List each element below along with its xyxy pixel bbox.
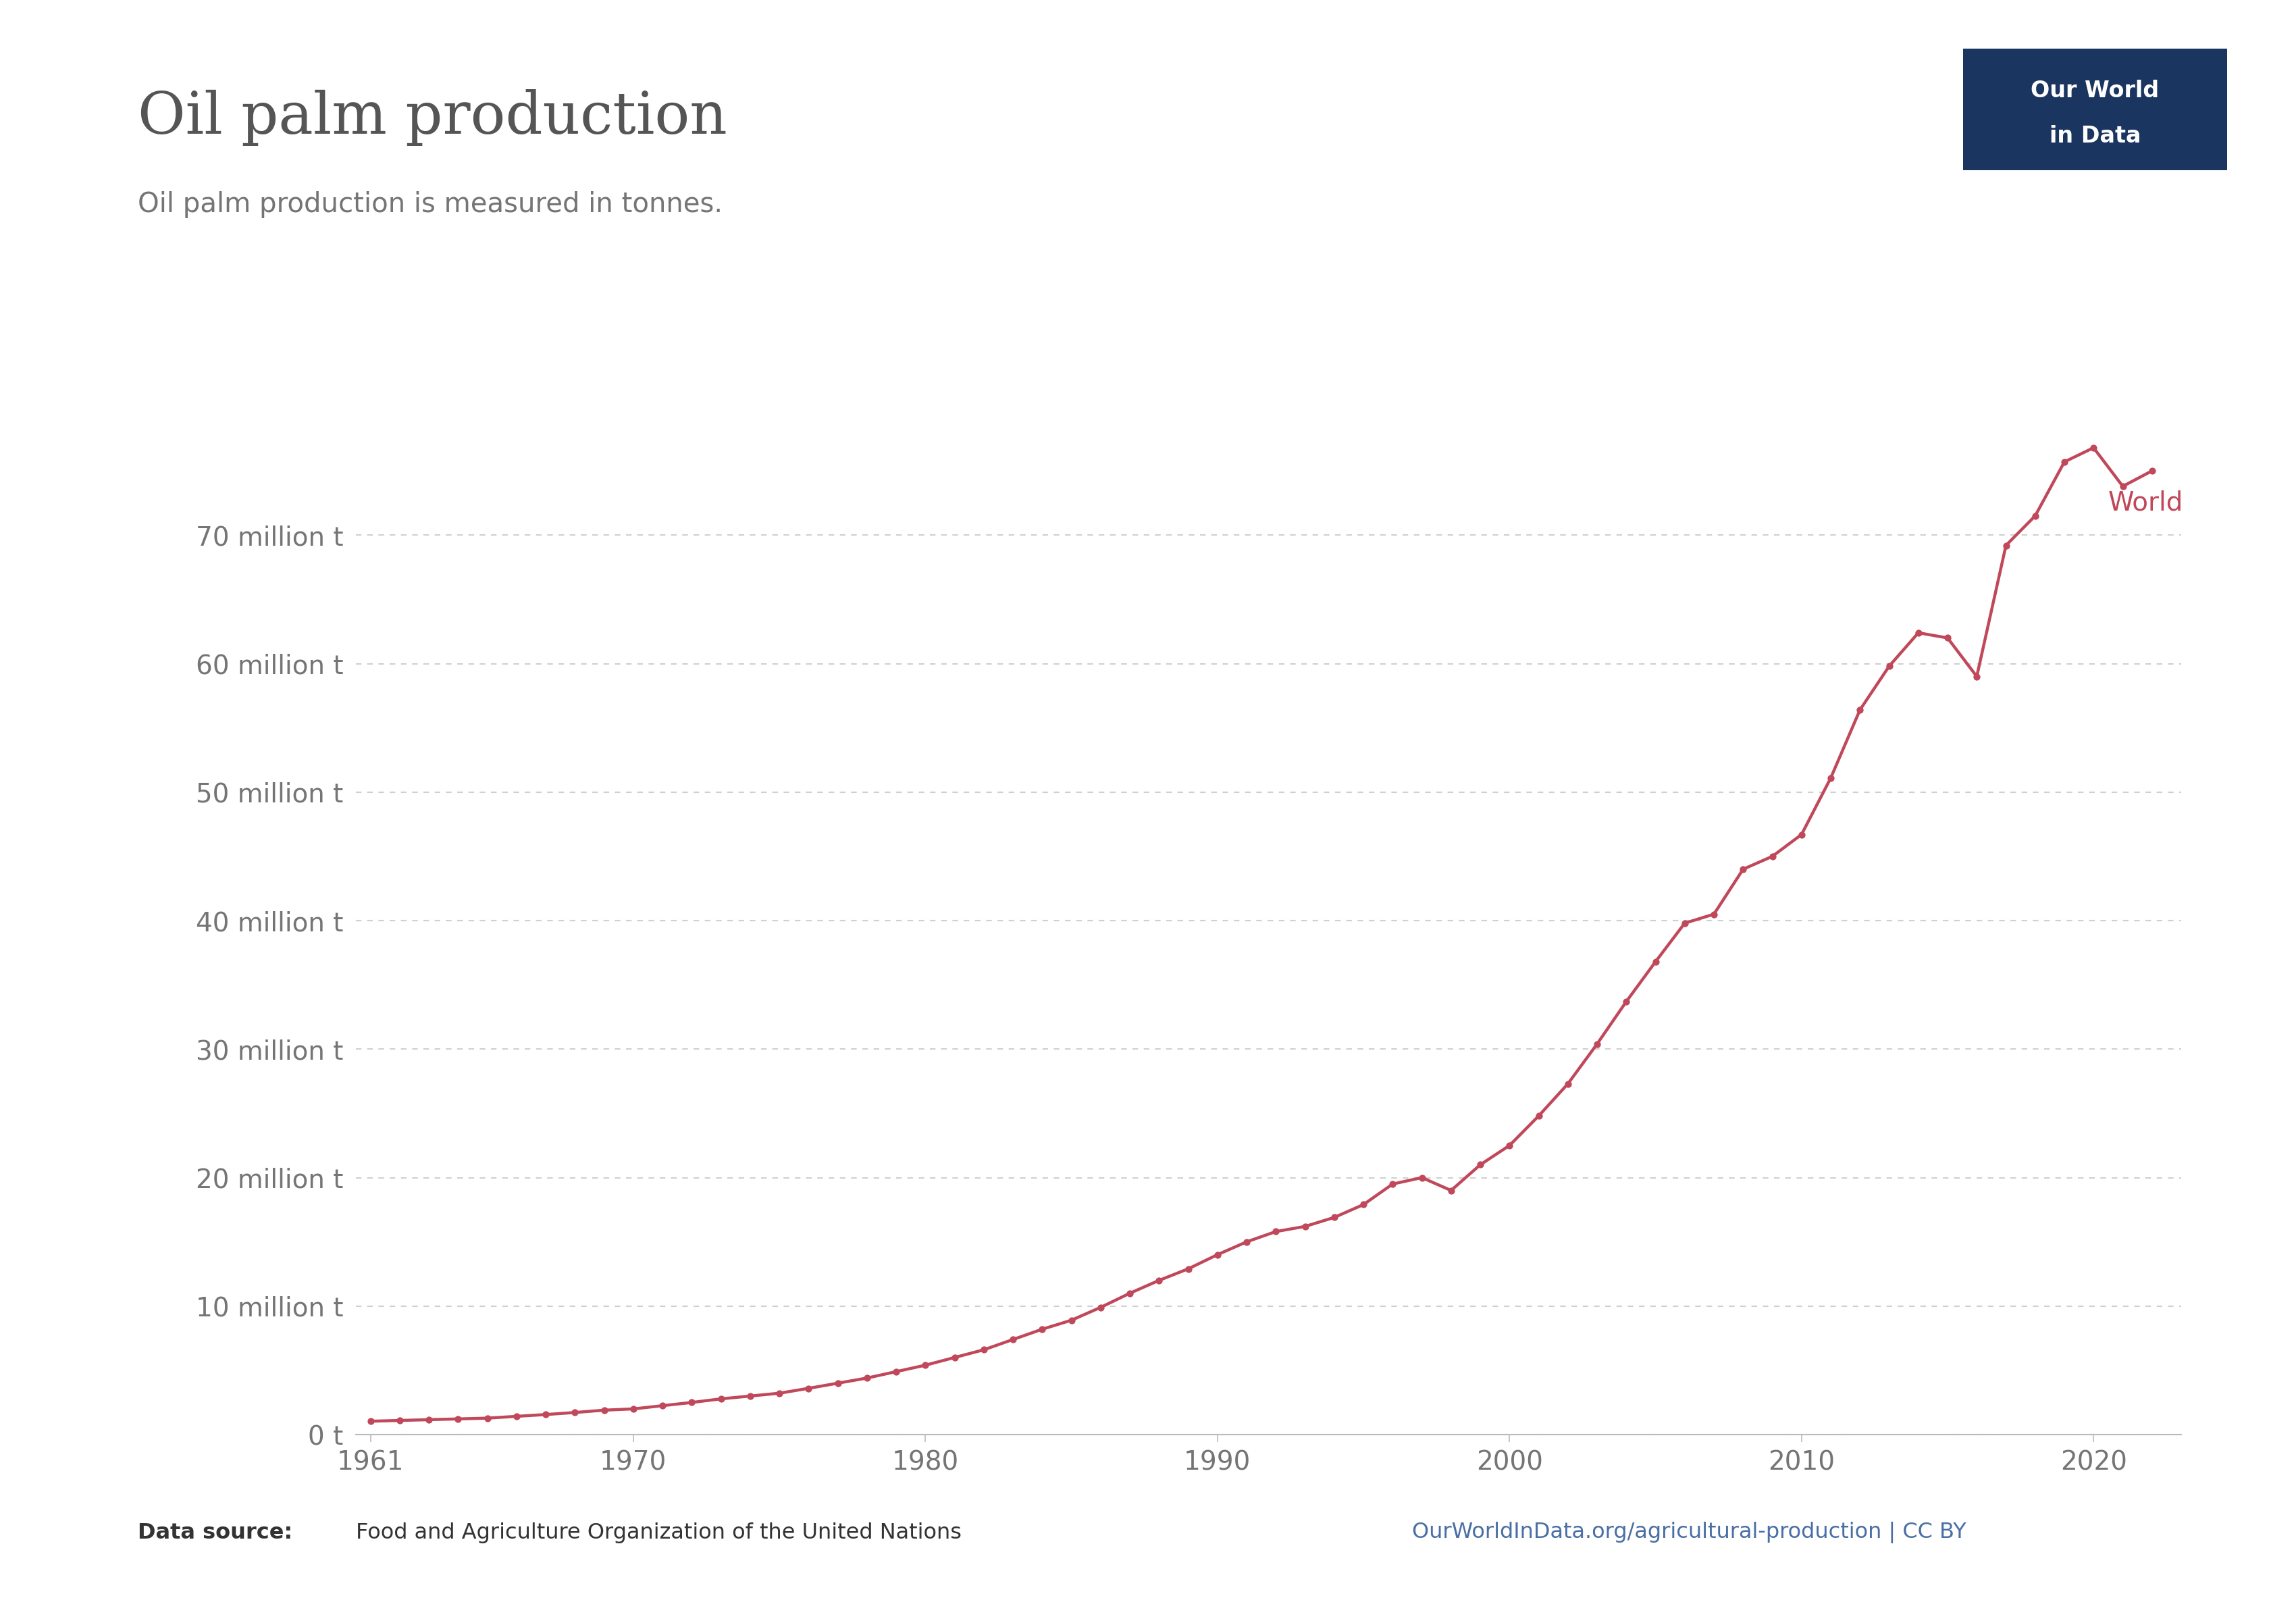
Point (1199, 1242, 1235, 1268)
Point (528, 1402, 565, 1428)
Point (703, 1386, 739, 1412)
Point (1286, 1214, 1322, 1240)
Point (615, 1396, 652, 1422)
Text: Food and Agriculture Organization of the United Nations: Food and Agriculture Organization of the… (356, 1522, 962, 1543)
Text: Data source:: Data source: (138, 1522, 292, 1543)
Point (2133, 457, 2170, 483)
Text: Our World: Our World (2032, 79, 2158, 102)
Point (1550, 1071, 1587, 1097)
Point (1988, 532, 2025, 558)
Point (2046, 449, 2082, 475)
Point (760, 1379, 797, 1405)
Point (351, 1409, 388, 1435)
Point (1812, 765, 1848, 791)
Point (907, 1352, 944, 1378)
Point (1054, 1307, 1091, 1332)
Point (1403, 1164, 1440, 1190)
Text: Oil palm production is measured in tonnes.: Oil palm production is measured in tonne… (138, 191, 723, 219)
Point (1901, 619, 1938, 645)
Point (964, 1337, 1001, 1363)
Point (1724, 856, 1761, 882)
Point (1520, 1102, 1557, 1128)
Point (2016, 503, 2053, 528)
Point (1463, 1153, 1499, 1178)
Point (1345, 1191, 1382, 1217)
Point (2105, 473, 2142, 499)
Point (1258, 1219, 1295, 1245)
Point (1754, 843, 1791, 869)
Point (1141, 1268, 1178, 1294)
Point (820, 1370, 856, 1396)
Point (1694, 901, 1731, 927)
Text: World: World (2108, 490, 2183, 515)
Point (1228, 1229, 1265, 1255)
Point (411, 1407, 448, 1433)
Point (1433, 1177, 1469, 1203)
Point (468, 1405, 505, 1431)
Point (673, 1389, 709, 1415)
Point (1841, 697, 1878, 723)
Point (732, 1383, 769, 1409)
Point (1607, 989, 1644, 1015)
Point (1580, 1031, 1616, 1057)
Point (498, 1404, 535, 1430)
Point (1871, 653, 1908, 679)
Point (1024, 1316, 1061, 1342)
Point (1784, 822, 1821, 848)
Point (937, 1344, 974, 1370)
Point (1316, 1204, 1352, 1230)
Point (1637, 948, 1674, 974)
Point (556, 1399, 592, 1425)
Point (1111, 1281, 1148, 1307)
Point (877, 1358, 914, 1384)
Point (1667, 911, 1704, 937)
Point (585, 1397, 622, 1423)
Point (1929, 626, 1965, 652)
Point (790, 1375, 827, 1401)
Point (2076, 434, 2112, 460)
Point (1375, 1170, 1412, 1196)
Point (645, 1392, 682, 1418)
Text: OurWorldInData.org/agricultural-production | CC BY: OurWorldInData.org/agricultural-producti… (1412, 1522, 1965, 1543)
Point (1958, 663, 1995, 689)
Point (1171, 1256, 1208, 1282)
Point (994, 1326, 1031, 1352)
Point (850, 1365, 886, 1391)
Point (441, 1405, 478, 1431)
Text: Oil palm production: Oil palm production (138, 89, 728, 146)
Text: in Data: in Data (2050, 125, 2140, 148)
Point (1081, 1295, 1118, 1321)
Point (1490, 1133, 1527, 1159)
Point (381, 1407, 418, 1433)
